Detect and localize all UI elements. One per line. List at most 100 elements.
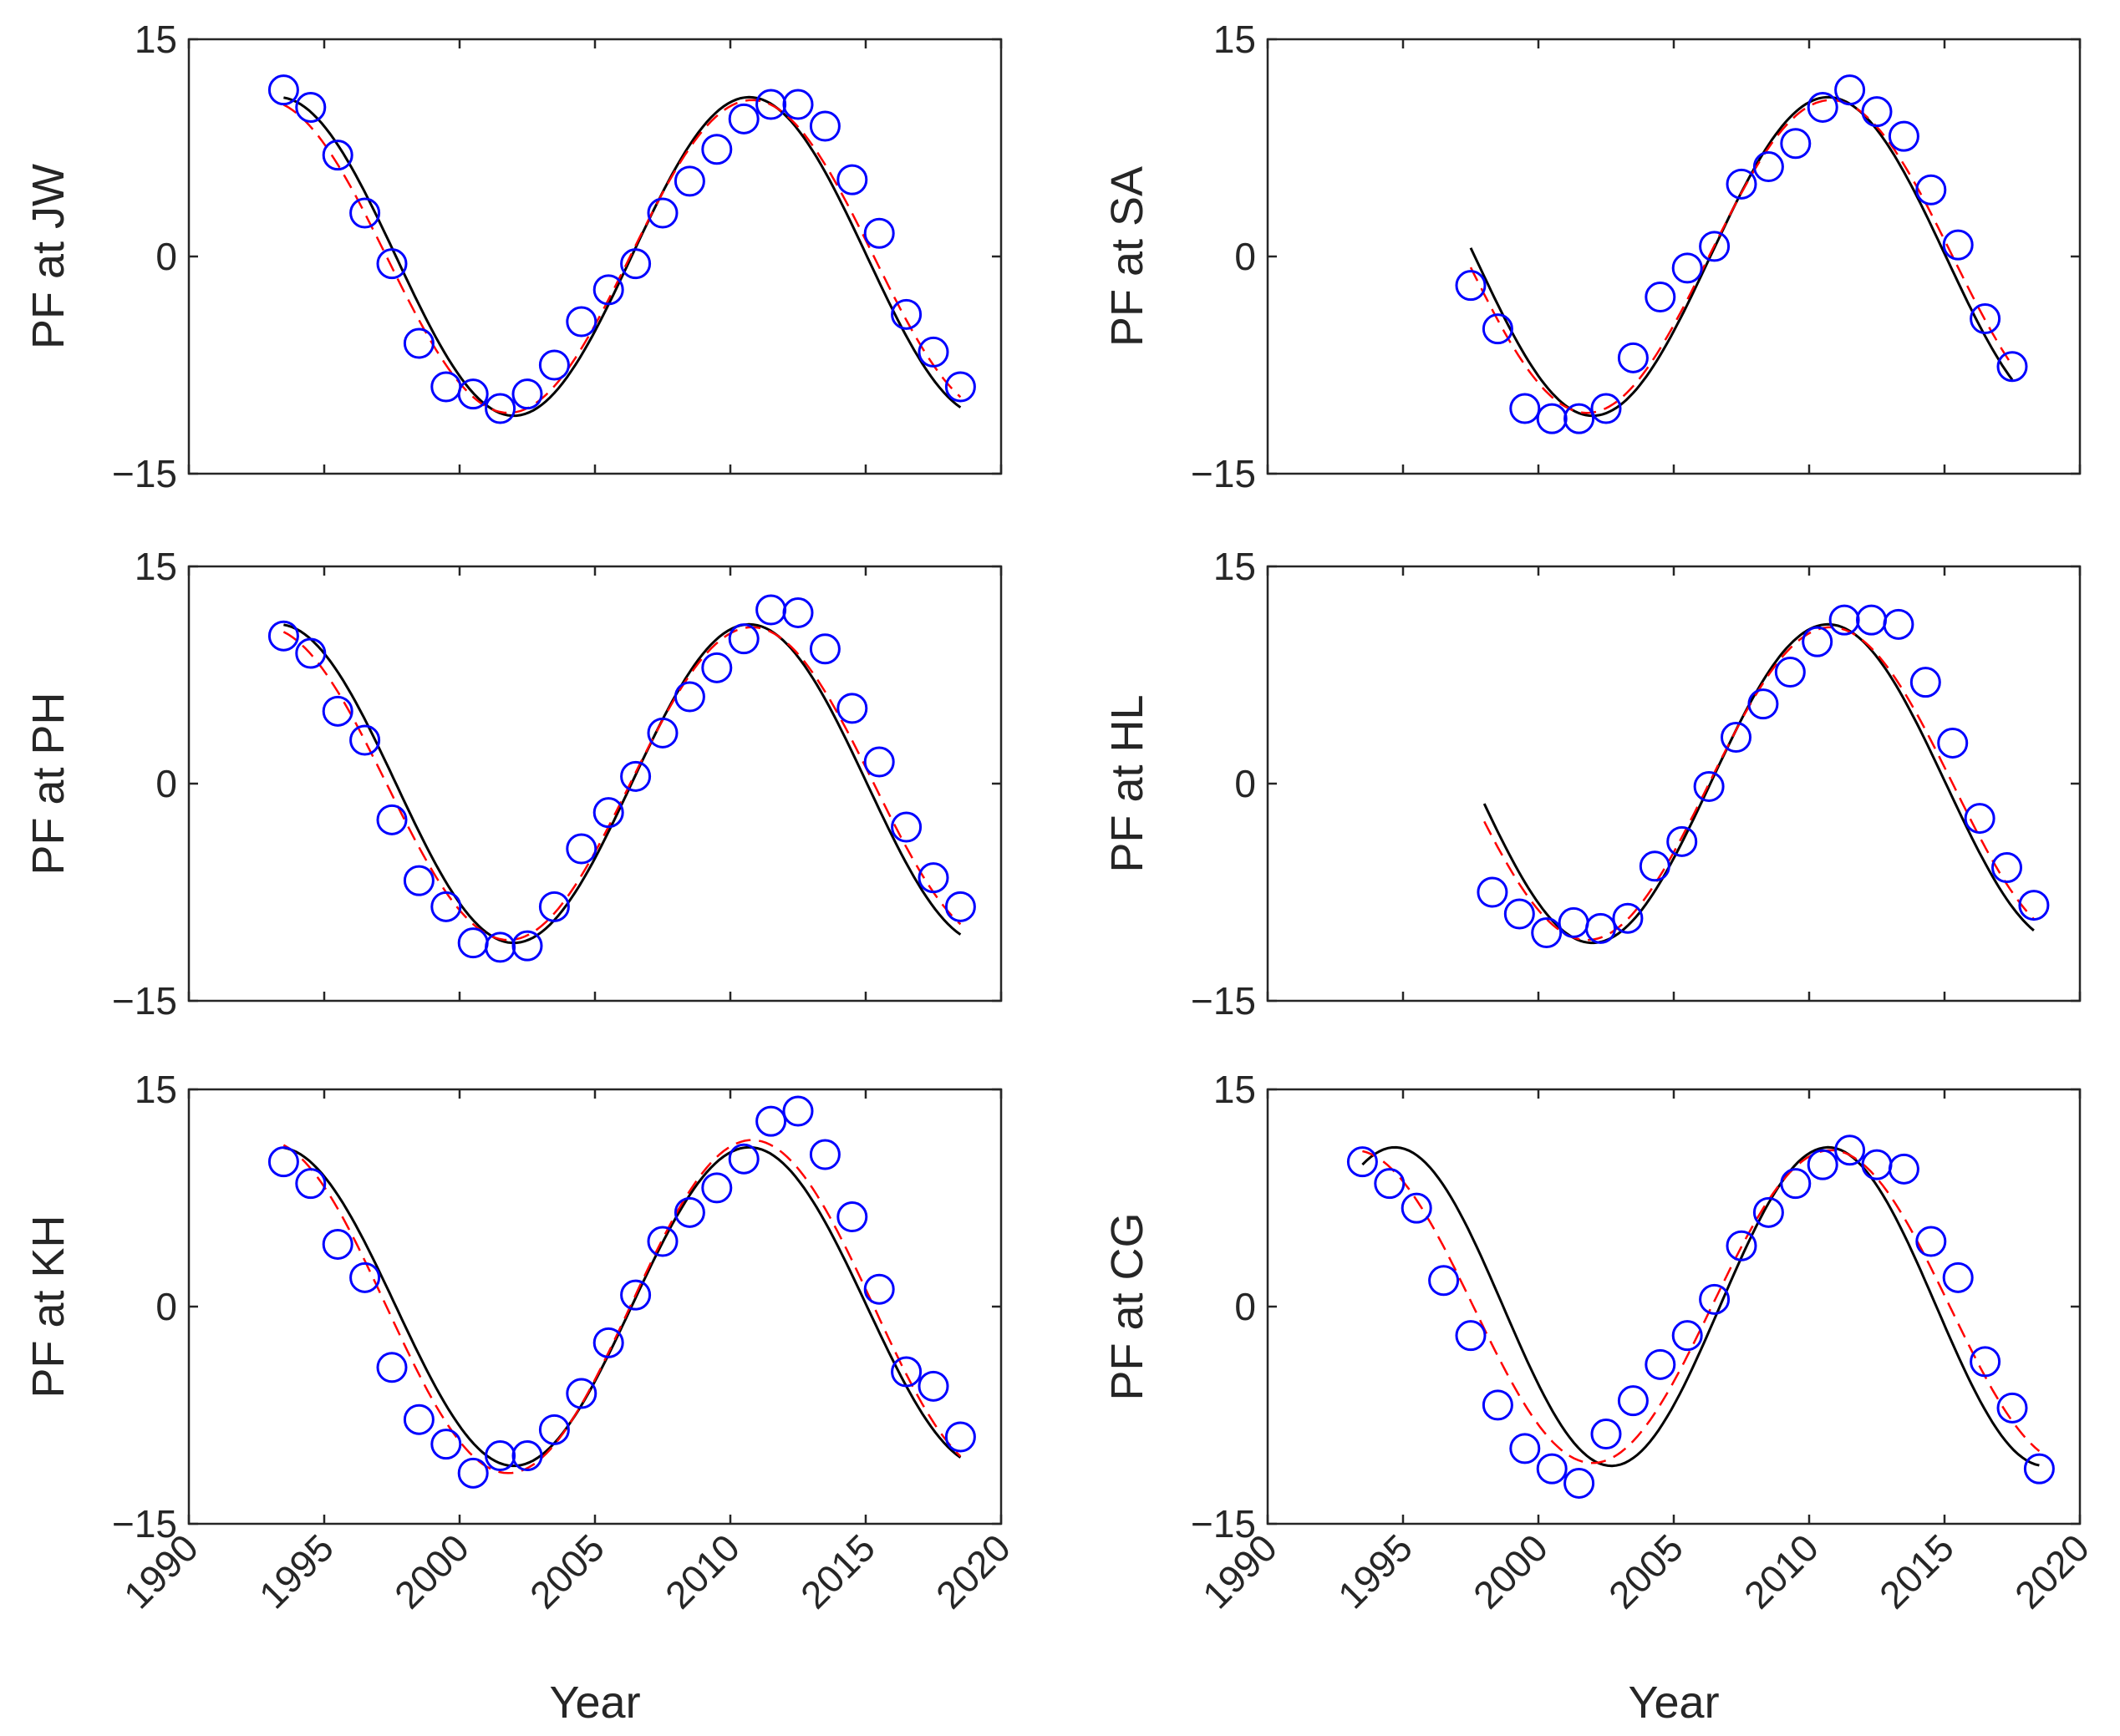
observed-point bbox=[1590, 1419, 1622, 1450]
y-tick-label: 0 bbox=[155, 235, 177, 278]
observed-point bbox=[1996, 351, 2028, 383]
observed-point bbox=[1558, 906, 1589, 938]
observed-point bbox=[485, 1440, 516, 1472]
observed-point bbox=[403, 1404, 435, 1435]
observed-point bbox=[1617, 342, 1649, 373]
observed-point bbox=[755, 89, 787, 120]
observed-point bbox=[1834, 1134, 1866, 1166]
observed-point bbox=[1428, 1265, 1460, 1297]
observed-point bbox=[1861, 1149, 1893, 1180]
observed-point bbox=[457, 927, 489, 959]
observed-point bbox=[295, 637, 327, 669]
observed-point bbox=[1856, 604, 1888, 636]
observed-point bbox=[1455, 270, 1487, 302]
observed-point bbox=[1671, 1320, 1703, 1352]
model-dashed-line bbox=[1469, 99, 2014, 414]
observed-point bbox=[1482, 313, 1513, 345]
x-tick-label: 1995 bbox=[1329, 1525, 1421, 1617]
observed-point bbox=[1563, 1467, 1595, 1499]
observed-point bbox=[701, 652, 733, 683]
observed-point bbox=[1807, 1149, 1838, 1180]
observed-point bbox=[620, 248, 652, 280]
x-tick-label: 2005 bbox=[521, 1525, 613, 1617]
observed-point bbox=[944, 1421, 976, 1453]
observed-point bbox=[485, 931, 516, 963]
observed-point bbox=[891, 1356, 923, 1388]
observed-point bbox=[376, 804, 408, 835]
y-tick-label: 15 bbox=[135, 545, 177, 588]
observed-point bbox=[1970, 1346, 2001, 1378]
observed-point bbox=[1645, 1348, 1676, 1380]
observed-point bbox=[1590, 393, 1622, 424]
observed-point bbox=[1780, 128, 1812, 160]
y-tick-label: 0 bbox=[1234, 1285, 1256, 1328]
observed-point bbox=[403, 327, 435, 359]
y-tick-label: 0 bbox=[155, 1285, 177, 1328]
observed-point bbox=[1888, 120, 1919, 152]
observed-point bbox=[1531, 917, 1563, 949]
observed-point bbox=[1915, 1226, 1947, 1257]
observed-point bbox=[891, 811, 923, 843]
y-tick-label: −15 bbox=[1191, 979, 1256, 1023]
observed-point bbox=[1802, 626, 1833, 657]
observed-point bbox=[403, 865, 435, 896]
y-axis-label: PF at HL bbox=[1102, 694, 1152, 872]
x-tick-label: 2015 bbox=[792, 1525, 883, 1617]
axes-frame bbox=[187, 1088, 1003, 1525]
observed-point bbox=[1639, 850, 1670, 882]
panel-1: −15 0 15 PF at JW bbox=[23, 18, 1003, 495]
observed-point bbox=[863, 217, 895, 249]
observed-point bbox=[1937, 727, 1969, 759]
y-axis-label: PF at PH bbox=[23, 692, 74, 875]
observed-point bbox=[1509, 393, 1541, 424]
observed-point bbox=[322, 695, 353, 727]
observed-point bbox=[376, 248, 408, 280]
y-tick-label: −15 bbox=[1191, 452, 1256, 495]
x-tick-label: 2005 bbox=[1600, 1525, 1691, 1617]
observed-point bbox=[674, 681, 705, 713]
observed-point bbox=[836, 693, 868, 724]
observed-point bbox=[430, 1429, 462, 1460]
observed-point bbox=[1747, 688, 1779, 720]
axes-frame bbox=[1266, 1088, 2082, 1525]
observed-point bbox=[1780, 1168, 1812, 1200]
observed-point bbox=[782, 1095, 814, 1127]
y-tick-label: 15 bbox=[1213, 545, 1256, 588]
panel-3: −15 0 15 PF at PH bbox=[23, 545, 1003, 1023]
observed-point bbox=[538, 891, 570, 922]
observed-point bbox=[1374, 1168, 1406, 1200]
x-tick-label: 2020 bbox=[928, 1525, 1019, 1617]
y-tick-label: −15 bbox=[112, 1502, 177, 1546]
y-tick-label: −15 bbox=[1191, 1502, 1256, 1546]
observed-point bbox=[322, 1228, 353, 1260]
observed-point bbox=[2018, 890, 2050, 921]
observed-point bbox=[836, 1201, 868, 1233]
observed-point bbox=[918, 1370, 949, 1402]
observed-point bbox=[944, 891, 976, 922]
observed-point bbox=[538, 1414, 570, 1445]
observed-point bbox=[538, 349, 570, 381]
observed-point bbox=[566, 1378, 597, 1409]
y-tick-label: 15 bbox=[1213, 1068, 1256, 1111]
observed-point bbox=[457, 1457, 489, 1489]
observed-point bbox=[267, 74, 299, 106]
model-dashed-line bbox=[1362, 1149, 2041, 1464]
observed-point bbox=[674, 1196, 705, 1228]
observed-point bbox=[863, 746, 895, 778]
observed-point bbox=[376, 1352, 408, 1383]
model-dashed-line bbox=[1483, 626, 2035, 942]
y-tick-label: 0 bbox=[155, 762, 177, 805]
observed-point bbox=[1721, 722, 1752, 754]
observed-point bbox=[430, 371, 462, 403]
observed-point bbox=[1807, 91, 1838, 123]
axes-frame bbox=[1266, 38, 2082, 475]
observed-point bbox=[1482, 1389, 1513, 1421]
y-tick-label: 0 bbox=[1234, 762, 1256, 805]
model-solid-line bbox=[1482, 622, 2035, 945]
x-axis-label: Year bbox=[549, 1678, 640, 1728]
observed-point bbox=[2023, 1453, 2055, 1485]
observed-point bbox=[1477, 876, 1508, 908]
observed-point bbox=[295, 91, 327, 123]
